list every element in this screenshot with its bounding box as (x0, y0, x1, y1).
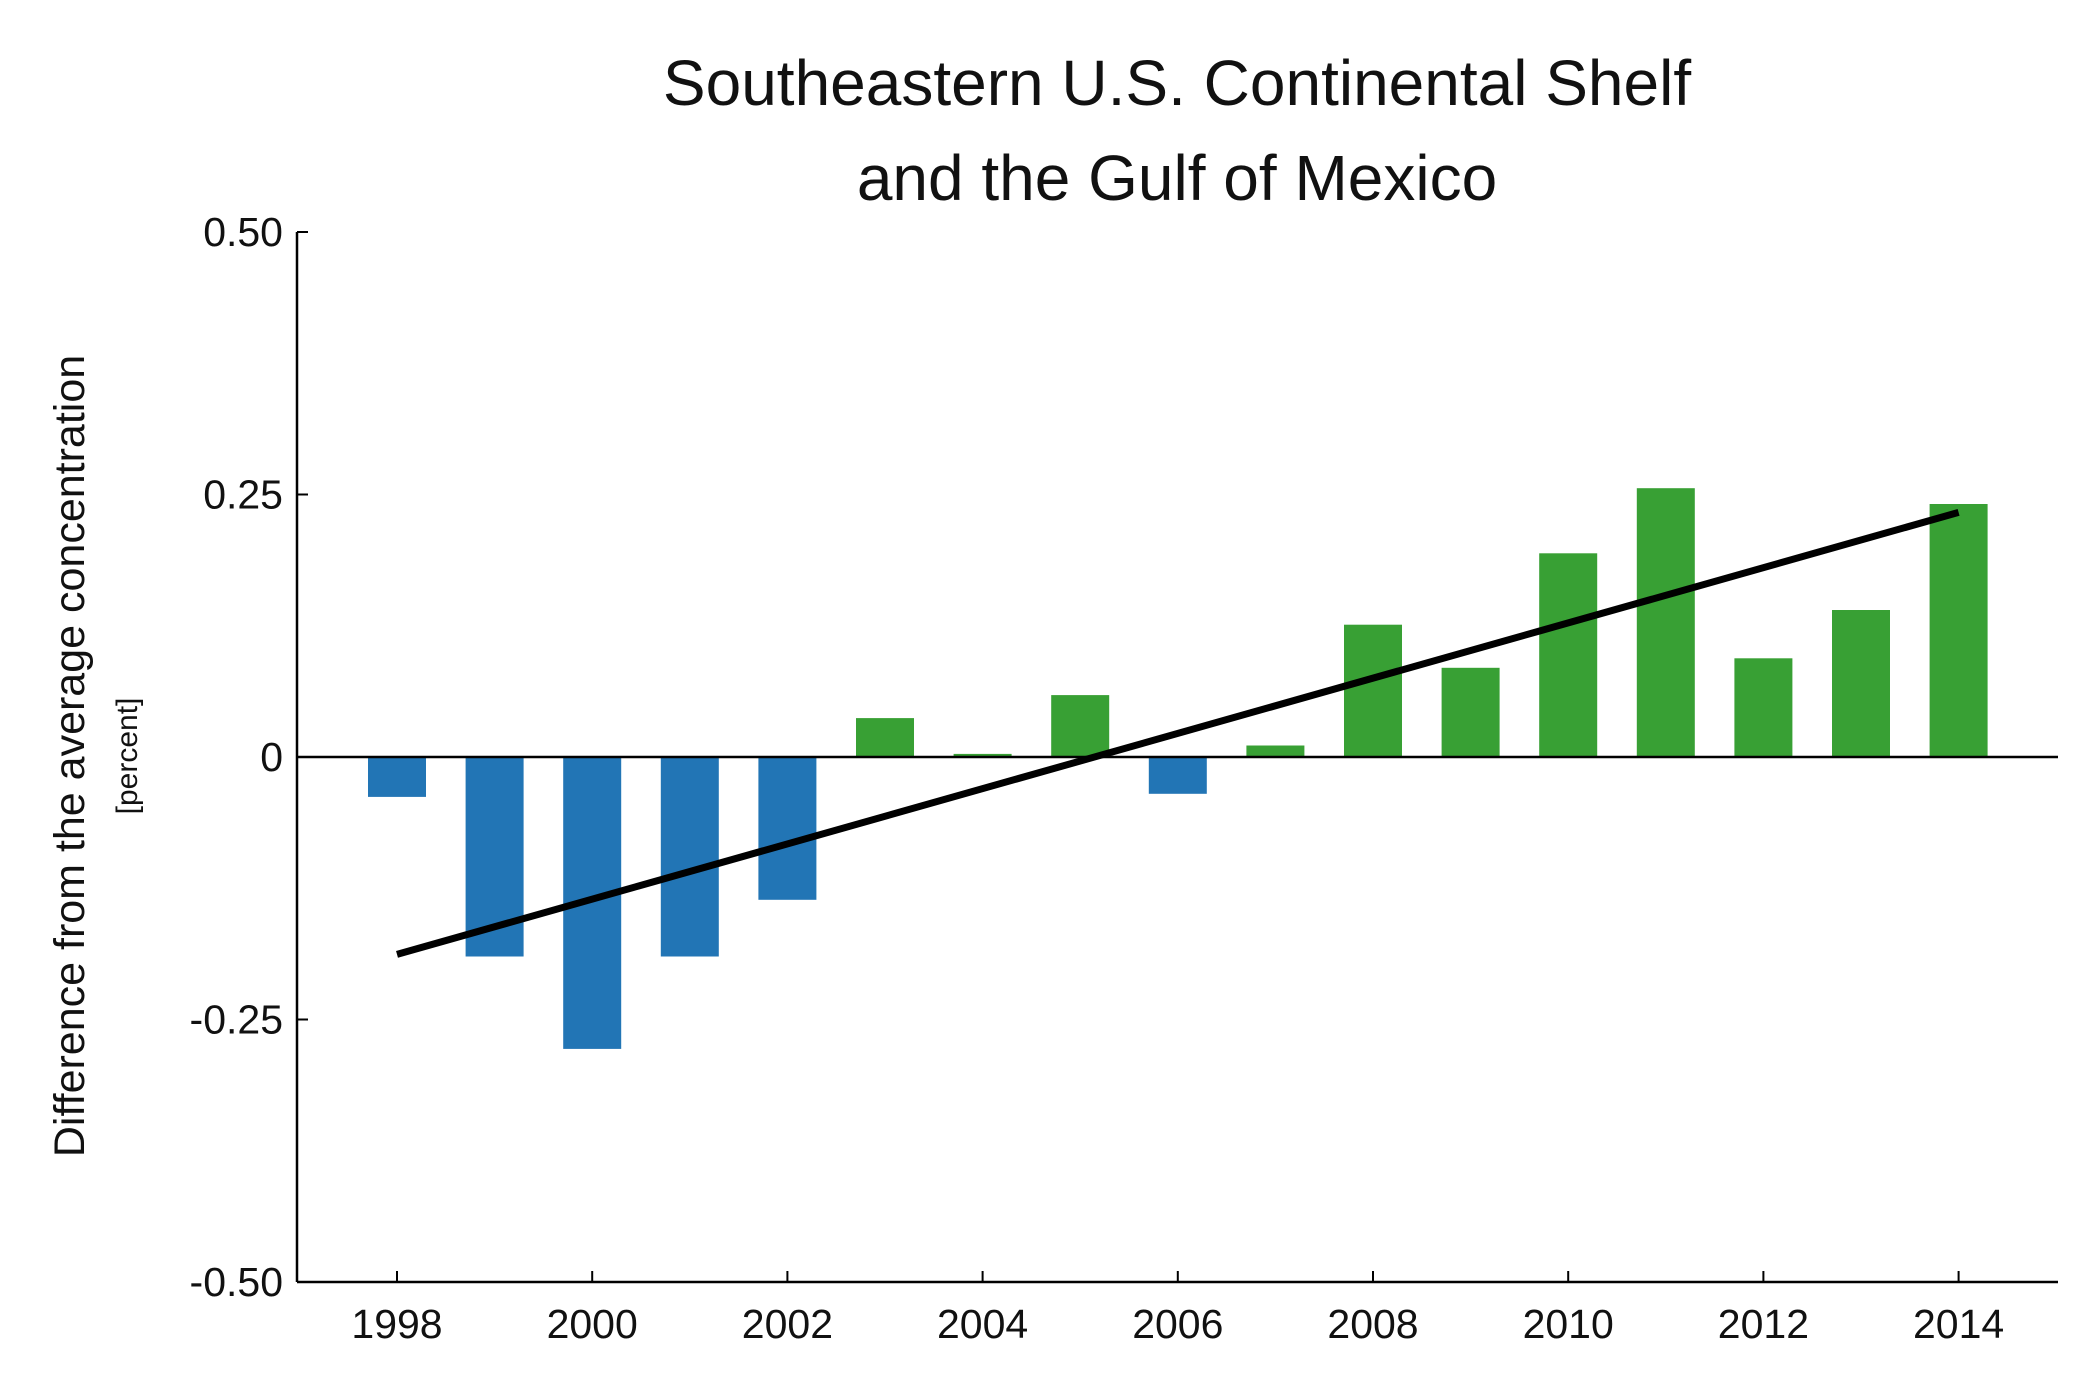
x-tick-label: 1998 (351, 1301, 442, 1347)
trend-line (396, 509, 1960, 958)
x-tick-label: 2010 (1523, 1301, 1614, 1347)
bar-2008 (1344, 624, 1402, 757)
x-tick-label: 2008 (1327, 1301, 1418, 1347)
bar-2012 (1734, 658, 1793, 757)
bar-2013 (1832, 610, 1890, 757)
x-tick-label: 2002 (742, 1301, 833, 1347)
y-axis-ticks: 0.50 0.25 0 -0.25 -0.50 (190, 209, 308, 1305)
y-tick-label: -0.25 (190, 997, 283, 1043)
bar-2007 (1246, 745, 1305, 757)
bar-2002 (758, 757, 817, 900)
chart-title: Southeastern U.S. Continental Shelf and t… (663, 47, 1691, 214)
y-tick-label: 0.50 (203, 209, 283, 255)
bar-2001 (660, 757, 719, 957)
x-tick-label: 2004 (937, 1301, 1028, 1347)
y-tick-label: 0 (260, 734, 283, 780)
bars (368, 488, 1988, 1049)
x-tick-label: 2014 (1913, 1301, 2004, 1347)
bar-2014 (1929, 504, 1988, 757)
x-axis-ticks: 1998 2000 2002 2004 2006 2008 2010 2012 2014 (351, 1271, 2004, 1347)
bar-1998 (368, 757, 426, 797)
y-axis-title: Difference from the average concentratio… (46, 355, 144, 1157)
bar-2004 (953, 753, 1012, 757)
chart-title-line: Southeastern U.S. Continental Shelf (663, 47, 1691, 119)
x-tick-label: 2012 (1718, 1301, 1809, 1347)
trend-line-group (396, 509, 1960, 958)
x-tick-label: 2006 (1132, 1301, 1223, 1347)
axes (295, 232, 2058, 1284)
bar-2010 (1539, 553, 1598, 757)
bar-2005 (1051, 695, 1110, 757)
y-tick-label: 0.25 (203, 472, 283, 518)
bar-2003 (856, 718, 914, 757)
y-axis-unit: [percent] (111, 698, 144, 815)
bar-2006 (1148, 757, 1207, 794)
y-tick-label: -0.50 (190, 1259, 283, 1305)
bar-2009 (1441, 667, 1500, 758)
bar-2011 (1636, 488, 1695, 757)
x-tick-label: 2000 (547, 1301, 638, 1347)
chart-title-line: and the Gulf of Mexico (857, 142, 1497, 214)
y-axis-label: Difference from the average concentratio… (46, 355, 94, 1157)
